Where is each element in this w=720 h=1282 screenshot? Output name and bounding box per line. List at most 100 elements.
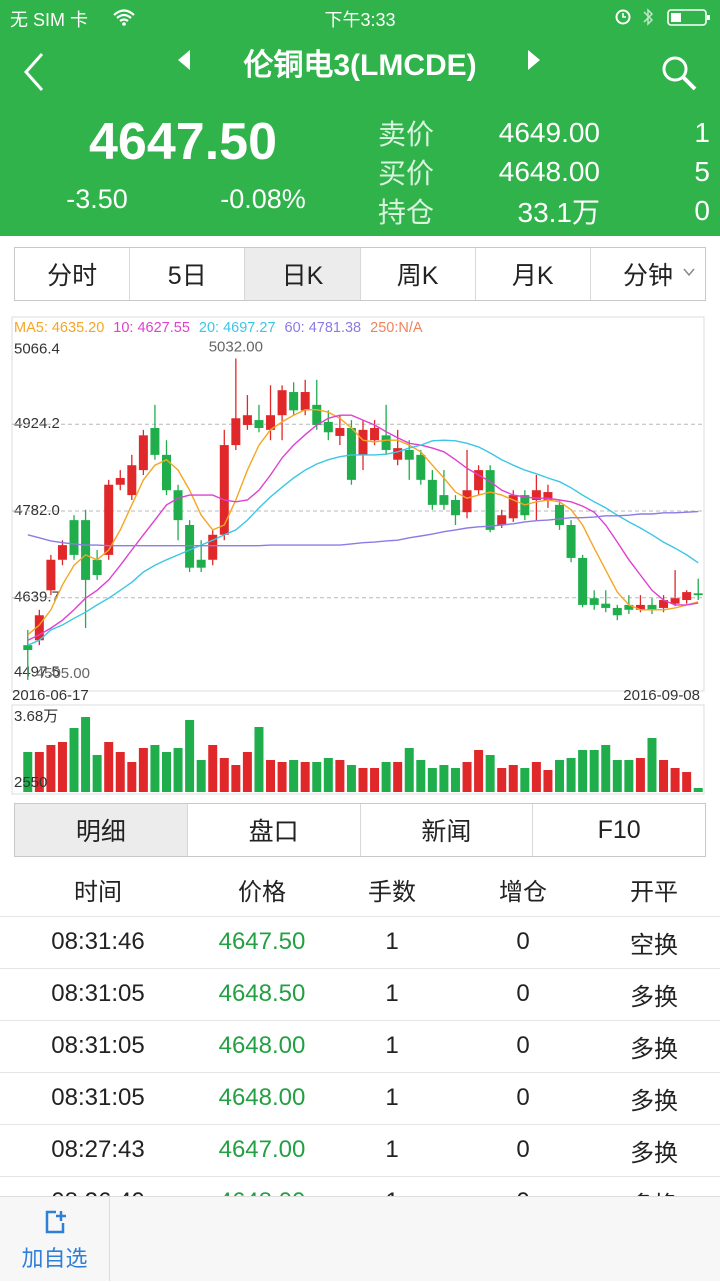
candle-body (578, 557, 588, 605)
candle-body (23, 645, 33, 651)
volume-bar (254, 726, 264, 792)
quote-row: 卖价 4649.00 1 (378, 113, 710, 152)
candle-body (104, 484, 114, 555)
ma-line (27, 439, 699, 646)
volume-bar (693, 787, 703, 792)
volume-bar (115, 751, 125, 792)
candle-body (346, 428, 356, 480)
y-tick-label: 4782.0 (14, 502, 60, 519)
quote-row: 持仓 33.1万 0 (378, 191, 710, 230)
search-button[interactable] (660, 54, 700, 94)
prev-contract[interactable] (176, 48, 192, 72)
candle-body (647, 604, 657, 610)
next-contract[interactable] (526, 48, 542, 72)
candle-body (462, 490, 472, 513)
candle-body (566, 524, 576, 558)
trade-cell: 1 (385, 980, 399, 1007)
candle-body (624, 604, 634, 610)
volume-bar (497, 768, 507, 792)
trade-cell: 多换 (630, 1035, 678, 1063)
status-icons (615, 8, 710, 26)
candle-body (335, 428, 345, 436)
trade-cell: 08:31:05 (51, 1032, 145, 1059)
candle-body (635, 604, 645, 610)
period-tab[interactable]: 5日 (129, 248, 244, 300)
volume-bar (161, 751, 171, 792)
volume-bar (393, 762, 403, 792)
candle-body (127, 465, 137, 496)
trade-cell: 0 (516, 1084, 530, 1111)
column-header: 开平 (630, 878, 678, 906)
trade-cell: 空换 (630, 931, 678, 959)
candle-body (531, 490, 541, 500)
quote-value: 33.1万 (517, 196, 601, 228)
column-header: 增仓 (499, 878, 547, 906)
price-change-percent: -0.08% (220, 184, 306, 214)
candle-body (254, 420, 264, 429)
candle-body (474, 470, 484, 491)
volume-bar (323, 757, 333, 792)
trade-table: 时间 价格 手数 增仓 开平 08:31:46 4647.50 1 0 空换 08:31:05 464… (0, 862, 720, 1282)
legend-entry: 20: 4697.27 (199, 320, 276, 336)
period-tab[interactable]: 日K (244, 248, 360, 300)
detail-tab[interactable]: 明细 (15, 804, 187, 856)
candle-body (231, 418, 241, 446)
add-watchlist-icon (45, 1210, 66, 1234)
trade-cell: 1 (385, 928, 399, 955)
min-price-label: 4505.00 (36, 665, 90, 682)
period-tab[interactable]: 分时 (47, 262, 98, 290)
trade-cell: 1 (385, 1136, 399, 1163)
candle-body (34, 615, 44, 641)
volume-bar (173, 747, 183, 792)
volume-bar (462, 762, 472, 792)
candle-body (219, 445, 229, 535)
detail-tab[interactable]: 盘口 (186, 804, 360, 856)
volume-bar (508, 765, 518, 792)
volume-bar (520, 768, 530, 792)
period-tab[interactable]: 月K (474, 248, 590, 300)
volume-bar (612, 760, 622, 792)
candle-body (682, 592, 692, 601)
candle-body (115, 478, 125, 485)
candle-body (427, 479, 437, 505)
volume-bar (242, 751, 252, 792)
candle-body (266, 415, 276, 430)
trade-cell: 1 (385, 1084, 399, 1111)
volume-bar (208, 744, 218, 792)
volume-tick-label: 2550 (14, 774, 47, 791)
add-watchlist-button[interactable]: 加自选 (0, 1197, 110, 1281)
volume-bar (635, 757, 645, 792)
period-tab[interactable]: 周K (359, 248, 475, 300)
volume-bar (185, 720, 195, 792)
candle-body (196, 559, 206, 568)
y-tick-label: 4497.5 (14, 663, 60, 680)
chart-frame (11, 316, 705, 692)
volume-bar (23, 751, 33, 792)
y-tick-label: 4924.2 (14, 415, 60, 432)
trade-row: 08:27:43 4647.00 1 0 多换 (0, 1124, 720, 1177)
candle-body (92, 559, 102, 576)
quote-value: 4648.00 (498, 155, 600, 187)
candle-body (508, 495, 518, 519)
volume-bar (439, 765, 449, 792)
last-price: 4647.50 (89, 113, 277, 171)
detail-tab[interactable]: 新闻 (359, 804, 533, 856)
trade-cell: 0 (516, 1136, 530, 1163)
volume-bar (578, 750, 588, 792)
volume-bar (370, 768, 380, 792)
quote-label: 卖价 (378, 118, 435, 150)
period-tab[interactable]: 分钟 (589, 248, 705, 300)
legend-entry: MA5: 4635.20 (14, 320, 104, 336)
detail-tab[interactable]: F10 (532, 804, 705, 856)
carrier: 无 SIM 卡 (10, 10, 89, 30)
chart-area: 5066.4 4924.2 4782.0 4639.7 4497.5 2016-06-17… (11, 316, 705, 795)
candle-body (300, 392, 310, 411)
candle-body (543, 492, 553, 500)
trade-cell: 1 (385, 1032, 399, 1059)
trade-cell: 0 (516, 980, 530, 1007)
volume-bar (127, 762, 137, 792)
back-button[interactable] (20, 50, 50, 94)
candle-body (173, 490, 183, 521)
candle-body (161, 454, 171, 491)
trade-cell: 4648.00 (218, 1084, 306, 1111)
